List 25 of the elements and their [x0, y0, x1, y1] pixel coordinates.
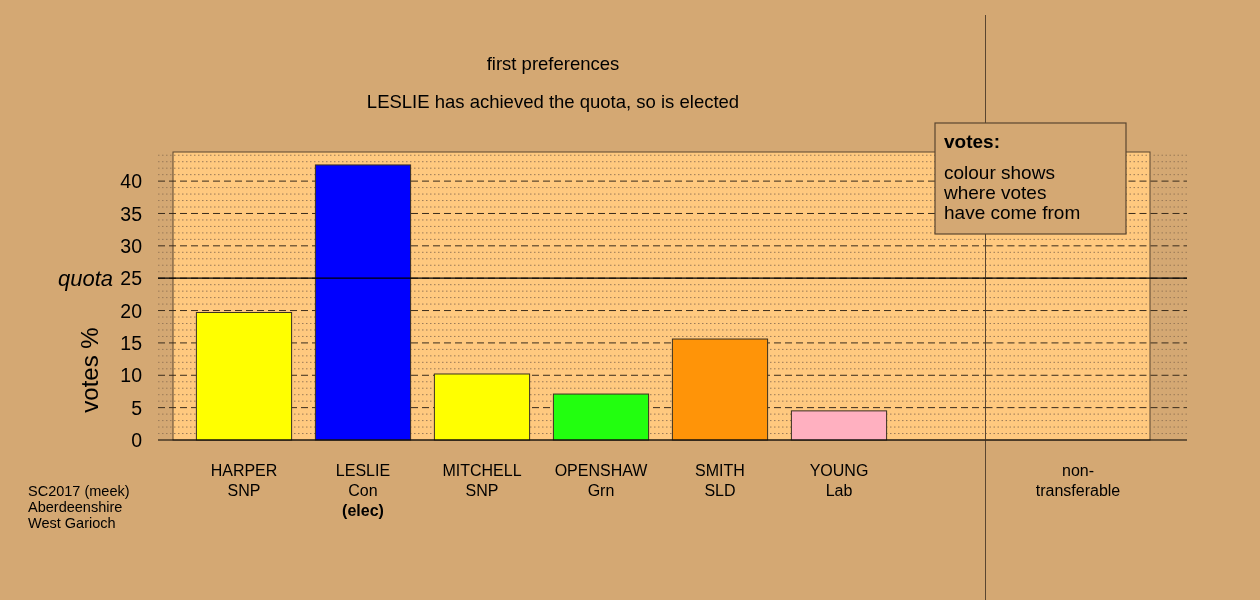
x-tick-label: non- transferable — [1035, 462, 1121, 499]
y-tick-label: 30 — [120, 234, 143, 257]
y-tick-label: 35 — [120, 202, 143, 225]
y-tick-label: 25 — [120, 267, 143, 290]
y-tick-label: 5 — [131, 396, 143, 419]
y-tick-label: 15 — [120, 331, 143, 354]
text: SC2017 (meek) Aberdeenshire West Garioch — [28, 483, 130, 531]
y-tick-label: 20 — [120, 299, 143, 322]
x-tick-label: MITCHELL SNP — [442, 462, 522, 499]
x-tick-label: LESLIE Con (elec) — [335, 462, 391, 519]
chart-title: first preferences — [486, 53, 620, 74]
chart-subtitle: LESLIE has achieved the quota, so is elected — [366, 91, 740, 112]
x-tick-label: HARPER SNP — [210, 462, 278, 499]
x-tick-label: YOUNG Lab — [809, 462, 869, 499]
x-tick-label: SMITH SLD — [695, 462, 745, 499]
bar — [552, 393, 650, 441]
y-axis-title: votes % — [76, 327, 103, 413]
annotation: colour shows where votes have come from — [943, 162, 1081, 223]
y-tick-label: 40 — [120, 170, 143, 193]
bar — [790, 410, 888, 441]
y-tick-label: 10 — [120, 364, 143, 387]
y-tick-label: 0 — [131, 429, 143, 452]
ref-line-label: quota — [57, 266, 113, 292]
annotation: votes: — [944, 131, 1000, 152]
x-tick-label: OPENSHAW Grn — [554, 462, 649, 499]
